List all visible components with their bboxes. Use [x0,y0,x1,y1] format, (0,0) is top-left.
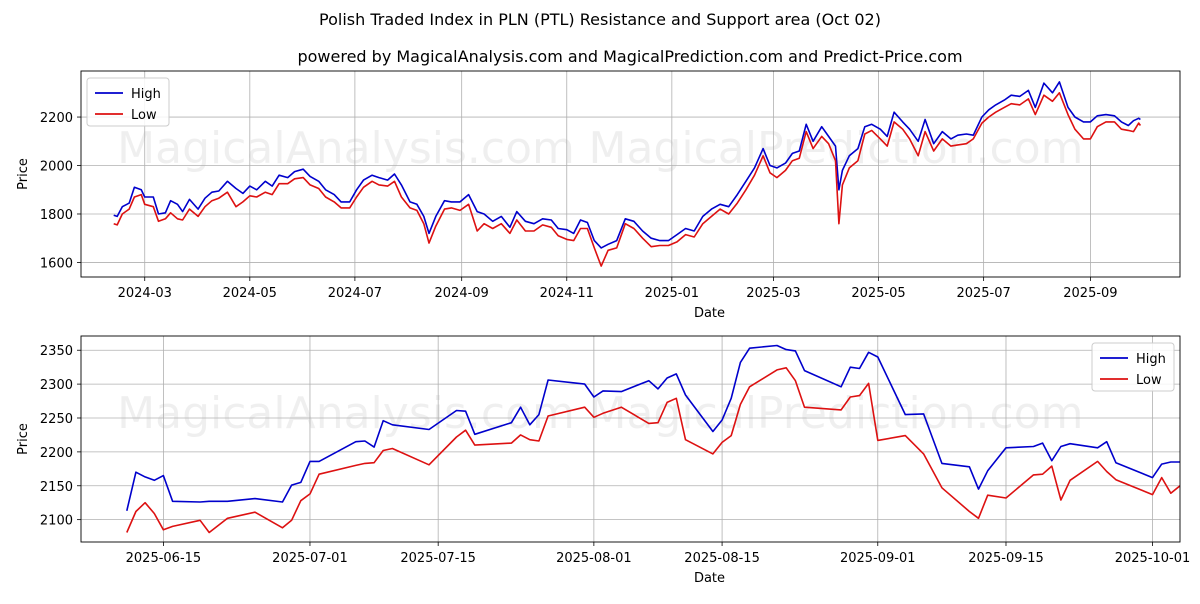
bottom-chart-panel: MagicalAnalysis.com MagicalPrediction.com… [16,335,1191,586]
x-tick-label: 2025-09-15 [968,551,1044,566]
watermark-text: MagicalAnalysis.com [117,388,575,439]
y-axis-label: Price [16,423,31,455]
x-axis-label: Date [694,571,725,586]
y-axis-label: Price [16,158,31,190]
x-tick-label: 2024-05 [223,286,277,301]
x-tick-label: 2024-09 [435,286,489,301]
axes-frame [80,335,1181,543]
x-tick-label: 2025-10-01 [1115,551,1191,566]
legend-label-high: High [131,87,161,102]
x-tick-label: 2024-07 [328,286,382,301]
watermark-text: MagicalPrediction.com [589,388,1084,439]
y-tick-label: 1600 [40,256,73,271]
x-tick-label: 2025-05 [851,286,905,301]
y-tick-label: 2250 [40,412,73,427]
x-tick-label: 2025-08-15 [684,551,760,566]
x-tick-label: 2025-08-01 [556,551,632,566]
x-tick-label: 2025-06-15 [126,551,202,566]
legend-box [86,77,170,127]
x-tick-label: 2025-07-15 [400,551,476,566]
series-line-high [126,344,1180,511]
series-line-high [113,81,1141,249]
y-tick-label: 2200 [40,446,73,461]
y-tick-label: 2000 [40,160,73,175]
series-line-low [113,92,1142,267]
x-axis-label: Date [694,306,725,321]
x-tick-label: 2025-07 [956,286,1010,301]
legend-label-low: Low [1136,373,1162,388]
chart-subtitle: powered by MagicalAnalysis.com and Magic… [297,47,962,66]
y-tick-label: 2300 [40,378,73,393]
legend-label-high: High [1136,352,1166,367]
y-tick-label: 2200 [40,111,73,126]
y-tick-label: 2150 [40,480,73,495]
y-tick-label: 2350 [40,344,73,359]
x-tick-label: 2025-03 [746,286,800,301]
x-tick-label: 2025-09-01 [840,551,916,566]
x-tick-label: 2025-09 [1063,286,1117,301]
y-tick-label: 1800 [40,208,73,223]
y-tick-label: 2100 [40,514,73,529]
series-line-low [126,367,1180,534]
watermark-text: MagicalAnalysis.com [117,123,575,174]
chart-title: Polish Traded Index in PLN (PTL) Resista… [319,10,881,29]
legend-label-low: Low [131,108,157,123]
axes-frame [80,70,1181,278]
legend-box [1091,342,1175,392]
x-tick-label: 2025-07-01 [272,551,348,566]
x-tick-label: 2024-11 [540,286,594,301]
top-chart-panel: MagicalAnalysis.com MagicalPrediction.com… [16,70,1181,321]
x-tick-label: 2025-01 [645,286,699,301]
x-tick-label: 2024-03 [118,286,172,301]
